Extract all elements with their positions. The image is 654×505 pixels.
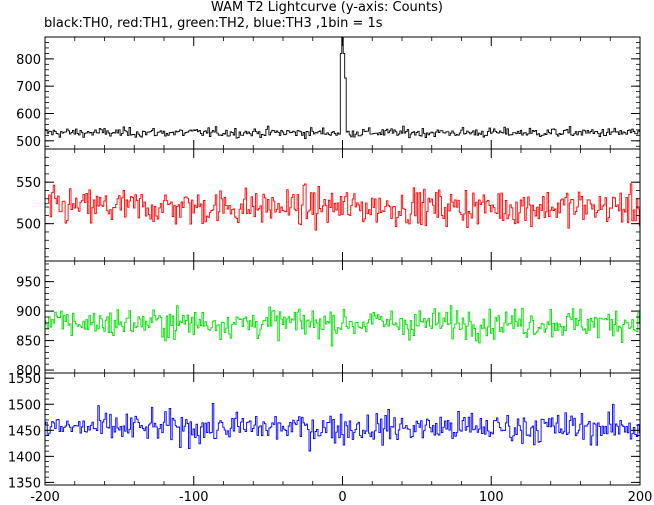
y-tick-label: 500	[16, 218, 41, 233]
y-tick-label: 700	[16, 80, 41, 95]
y-tick-label: 1400	[8, 450, 41, 465]
y-tick-label: 1350	[8, 476, 41, 491]
y-tick-label: 850	[16, 335, 41, 350]
y-tick-label: 1450	[8, 424, 41, 439]
series-line-th1	[45, 183, 640, 231]
y-tick-label: 950	[16, 276, 41, 291]
y-tick-label: 1550	[8, 372, 41, 387]
panel-frame-th3	[44, 372, 641, 486]
x-tick-label: 200	[628, 490, 653, 505]
series-line-th3	[45, 402, 640, 452]
y-tick-label: 900	[16, 305, 41, 320]
y-tick-label: 600	[16, 107, 41, 122]
y-tick-label: 550	[16, 176, 41, 191]
chart-title: WAM T2 Lightcurve (y-axis: Counts)	[211, 0, 443, 15]
panel-frame-th1	[44, 148, 641, 262]
x-tick-label: -100	[179, 490, 209, 505]
x-tick-label: 100	[479, 490, 504, 505]
x-tick-label: 0	[338, 490, 346, 505]
panel-frame-th0	[44, 36, 641, 150]
x-tick-label: -200	[30, 490, 60, 505]
series-line-th2	[45, 305, 640, 347]
chart-subtitle: black:TH0, red:TH1, green:TH2, blue:TH3 …	[44, 16, 383, 31]
y-tick-label: 800	[16, 364, 41, 379]
y-tick-label: 1500	[8, 398, 41, 413]
panel-frame-th2	[44, 260, 641, 374]
y-tick-label: 500	[16, 135, 41, 150]
series-line-th0	[45, 37, 640, 140]
y-tick-label: 800	[16, 53, 41, 68]
